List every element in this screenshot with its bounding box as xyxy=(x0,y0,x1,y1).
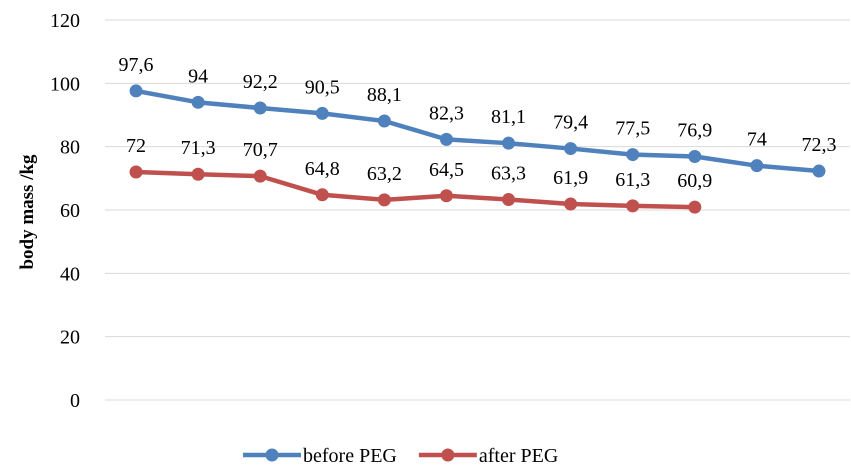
legend-label: before PEG xyxy=(303,445,397,467)
data-label: 82,3 xyxy=(429,102,464,124)
data-point xyxy=(377,114,391,128)
data-label: 63,2 xyxy=(367,163,402,185)
data-point xyxy=(626,199,640,213)
y-tick-label: 20 xyxy=(60,327,80,349)
legend-point-marker xyxy=(265,448,279,462)
data-point xyxy=(253,169,267,183)
data-point xyxy=(315,106,329,120)
series-lines xyxy=(129,84,826,214)
data-point xyxy=(315,188,329,202)
legend-point-marker xyxy=(441,448,455,462)
y-tick-label: 40 xyxy=(60,263,80,285)
data-labels: 97,6 94 92,2 90,5 88,1 82,3 81,1 79,4 77,5 76,9 74… xyxy=(119,54,837,192)
data-label: 94 xyxy=(188,65,208,87)
data-label: 60,9 xyxy=(677,170,712,192)
series-1 xyxy=(129,84,826,178)
legend-item-1: before PEG xyxy=(243,445,397,467)
data-point xyxy=(750,159,764,173)
y-axis-ticks: 0 20 40 60 80 100 120 xyxy=(50,10,80,412)
data-label: 61,3 xyxy=(615,169,650,191)
series-2 xyxy=(129,165,702,214)
data-label: 88,1 xyxy=(367,84,402,106)
data-point xyxy=(564,197,578,211)
data-point xyxy=(688,149,702,163)
data-label: 64,8 xyxy=(305,158,340,180)
y-tick-label: 80 xyxy=(60,137,80,159)
y-tick-label: 60 xyxy=(60,200,80,222)
data-label: 71,3 xyxy=(181,137,216,159)
data-point xyxy=(439,132,453,146)
data-point xyxy=(129,84,143,98)
data-point xyxy=(502,136,516,150)
data-label: 79,4 xyxy=(553,112,588,134)
data-label: 64,5 xyxy=(429,159,464,181)
data-point xyxy=(129,165,143,179)
data-label: 77,5 xyxy=(615,118,650,140)
data-point xyxy=(191,95,205,109)
data-point xyxy=(502,193,516,207)
legend: before PEG after PEG xyxy=(243,445,558,467)
series-line xyxy=(133,169,698,210)
data-label: 74 xyxy=(747,129,767,151)
legend-label: after PEG xyxy=(479,445,558,467)
legend-item-2: after PEG xyxy=(418,445,558,467)
data-label: 61,9 xyxy=(553,167,588,189)
data-point xyxy=(688,200,702,214)
data-label: 90,5 xyxy=(305,76,340,98)
y-tick-label: 100 xyxy=(50,73,80,95)
y-axis-title: body mass /kg xyxy=(17,154,38,270)
series-line xyxy=(133,88,822,174)
data-label: 92,2 xyxy=(243,71,278,93)
data-label: 81,1 xyxy=(491,106,526,128)
y-tick-label: 0 xyxy=(70,390,80,412)
data-point xyxy=(626,148,640,162)
data-label: 72,3 xyxy=(801,134,836,156)
data-point xyxy=(253,101,267,115)
data-label: 63,3 xyxy=(491,163,526,185)
data-label: 76,9 xyxy=(677,119,712,141)
data-point xyxy=(812,164,826,178)
data-label: 72 xyxy=(126,135,146,157)
data-point xyxy=(439,189,453,203)
data-point xyxy=(564,142,578,156)
data-point xyxy=(377,193,391,207)
data-label: 70,7 xyxy=(243,139,278,161)
y-tick-label: 120 xyxy=(50,10,80,32)
data-label: 97,6 xyxy=(119,54,154,76)
gridlines xyxy=(105,19,850,401)
data-point xyxy=(191,167,205,181)
